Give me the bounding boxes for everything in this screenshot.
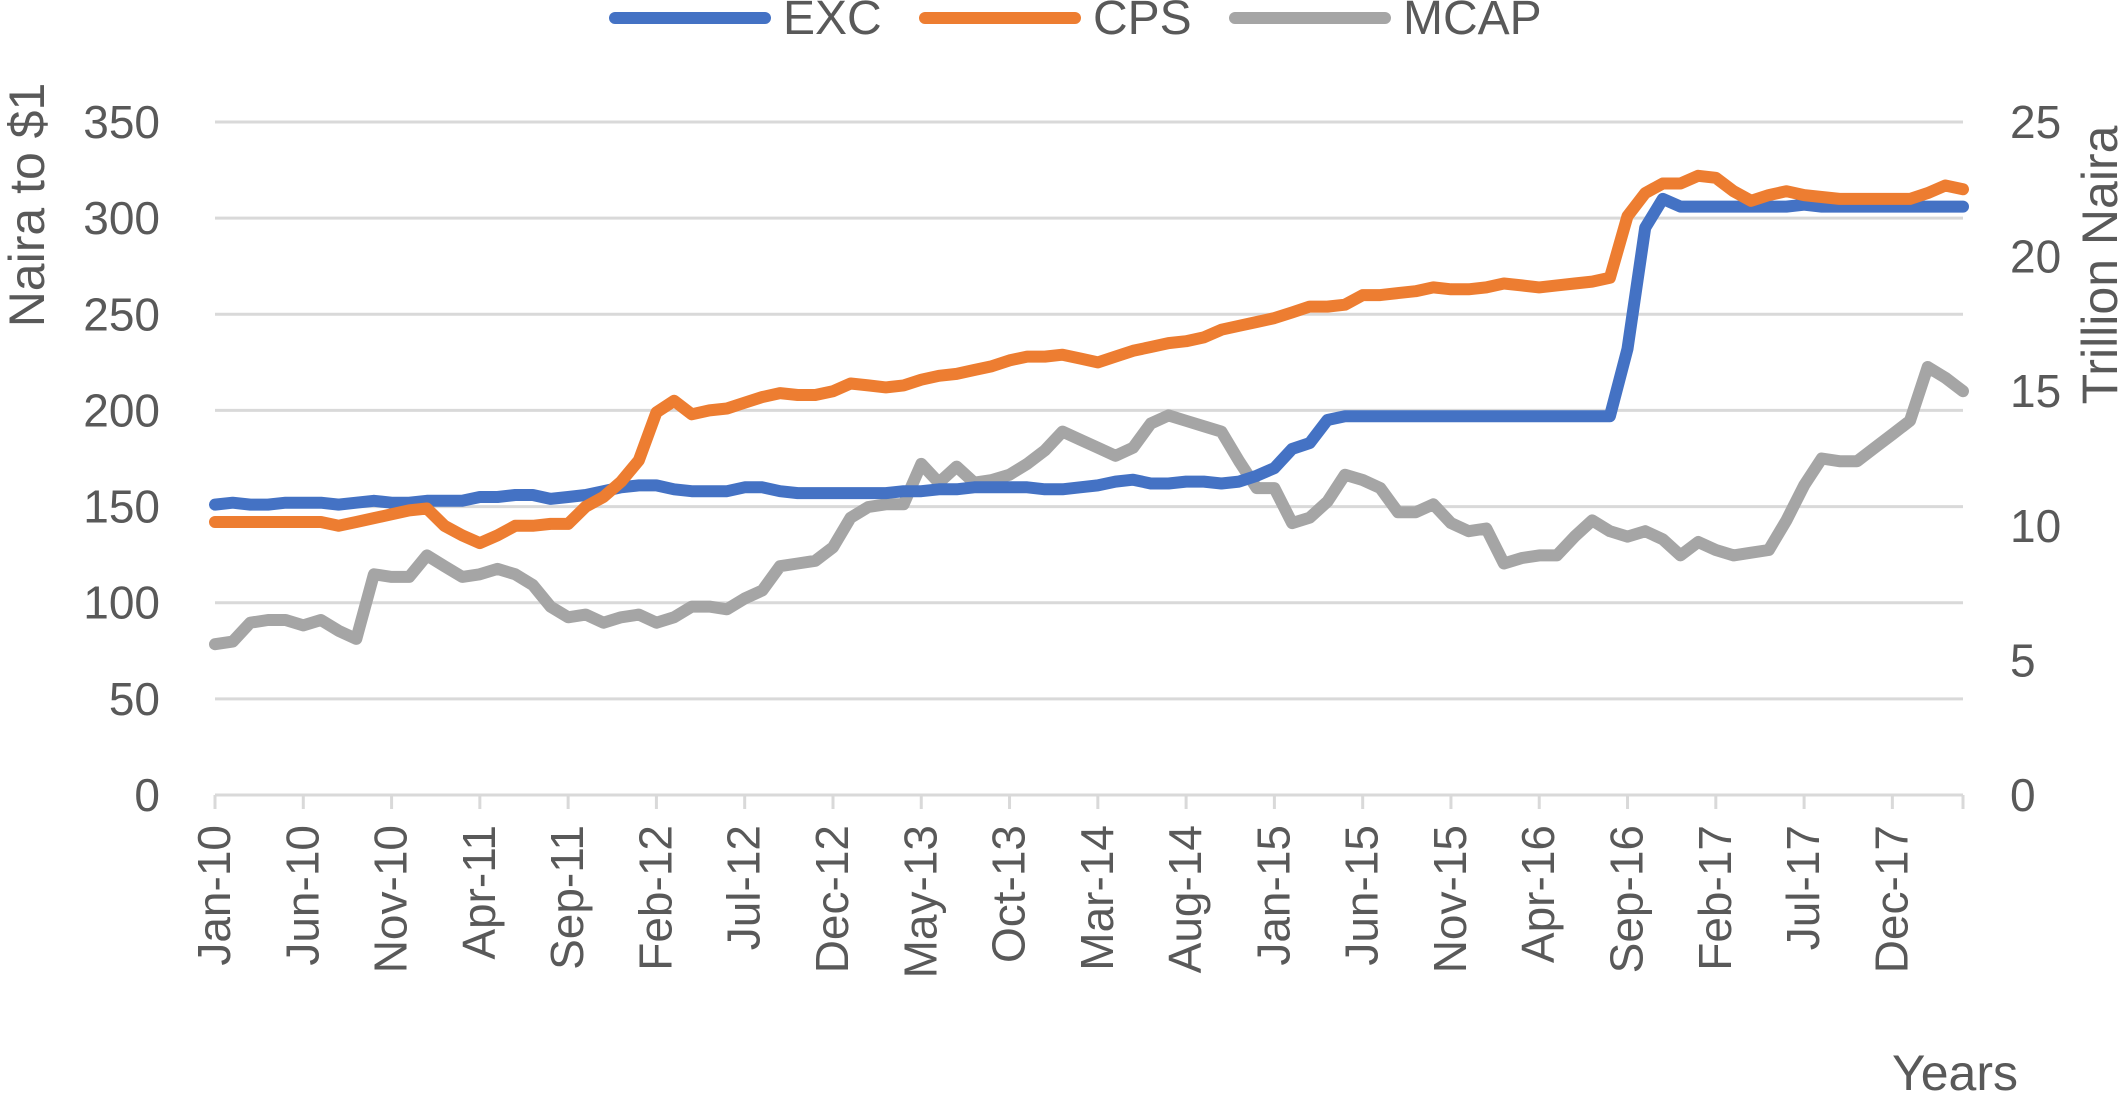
left-tick-label: 350 [83,96,160,148]
x-tick-label: Nov-15 [1424,825,1476,973]
x-tick-label: Feb-17 [1689,825,1741,971]
x-tick-label: Jun-15 [1336,825,1388,966]
left-y-axis: 0 50 100 150 200 250 300 350 [83,96,160,821]
right-tick-label: 20 [2010,231,2061,283]
x-tick-label: May-13 [894,825,946,978]
gridlines [215,120,1963,701]
left-tick-label: 250 [83,288,160,340]
left-axis-title: Naira to $1 [0,83,55,328]
legend-label-exc: EXC [783,0,882,45]
x-axis: Jan-10 Jun-10 Nov-10 Apr-11 Sep-11 Feb-12 Jul-… [188,793,1965,978]
x-tick-label: Jul-12 [718,825,770,950]
left-tick-label: 0 [134,769,160,821]
left-tick-label: 150 [83,481,160,533]
x-tick-label: Sep-16 [1601,825,1653,973]
left-tick-label: 50 [109,673,160,725]
series-lines [209,169,1969,651]
x-tick-label: Apr-16 [1512,825,1564,963]
x-axis-title: Years [1892,1045,2018,1095]
legend: EXC CPS MCAP [609,0,1542,45]
right-tick-label: 25 [2010,96,2061,148]
series-line-exc [209,192,1969,511]
legend-label-cps: CPS [1093,0,1192,45]
right-axis-title: Trillion Naira [2072,125,2128,404]
x-tick-label: Jun-10 [276,825,328,966]
x-tick-label: Jan-10 [188,825,240,966]
right-tick-label: 15 [2010,365,2061,417]
series-line-cps [209,169,1969,550]
x-tick-label: Apr-11 [453,825,505,960]
x-tick-label: Dec-12 [806,825,858,973]
x-tick-label: Aug-14 [1159,825,1211,973]
right-tick-label: 0 [2010,769,2036,821]
right-tick-label: 10 [2010,500,2061,552]
x-tick-label: Jul-17 [1777,825,1829,950]
right-tick-label: 5 [2010,634,2036,686]
left-tick-label: 100 [83,577,160,629]
x-tick-label: Mar-14 [1071,825,1123,971]
x-tick-label: Sep-11 [541,825,593,970]
x-tick-label: Dec-17 [1865,825,1917,973]
x-tick-label: Nov-10 [365,825,417,973]
x-tick-label: Jan-15 [1247,825,1299,966]
x-tick-label: Oct-13 [983,825,1035,963]
x-tick-label: Feb-12 [629,825,681,971]
right-y-axis: 0 5 10 15 20 25 [2010,96,2061,821]
left-tick-label: 200 [83,384,160,436]
left-tick-label: 300 [83,192,160,244]
series-line-mcap [209,361,1969,651]
legend-label-mcap: MCAP [1403,0,1542,45]
